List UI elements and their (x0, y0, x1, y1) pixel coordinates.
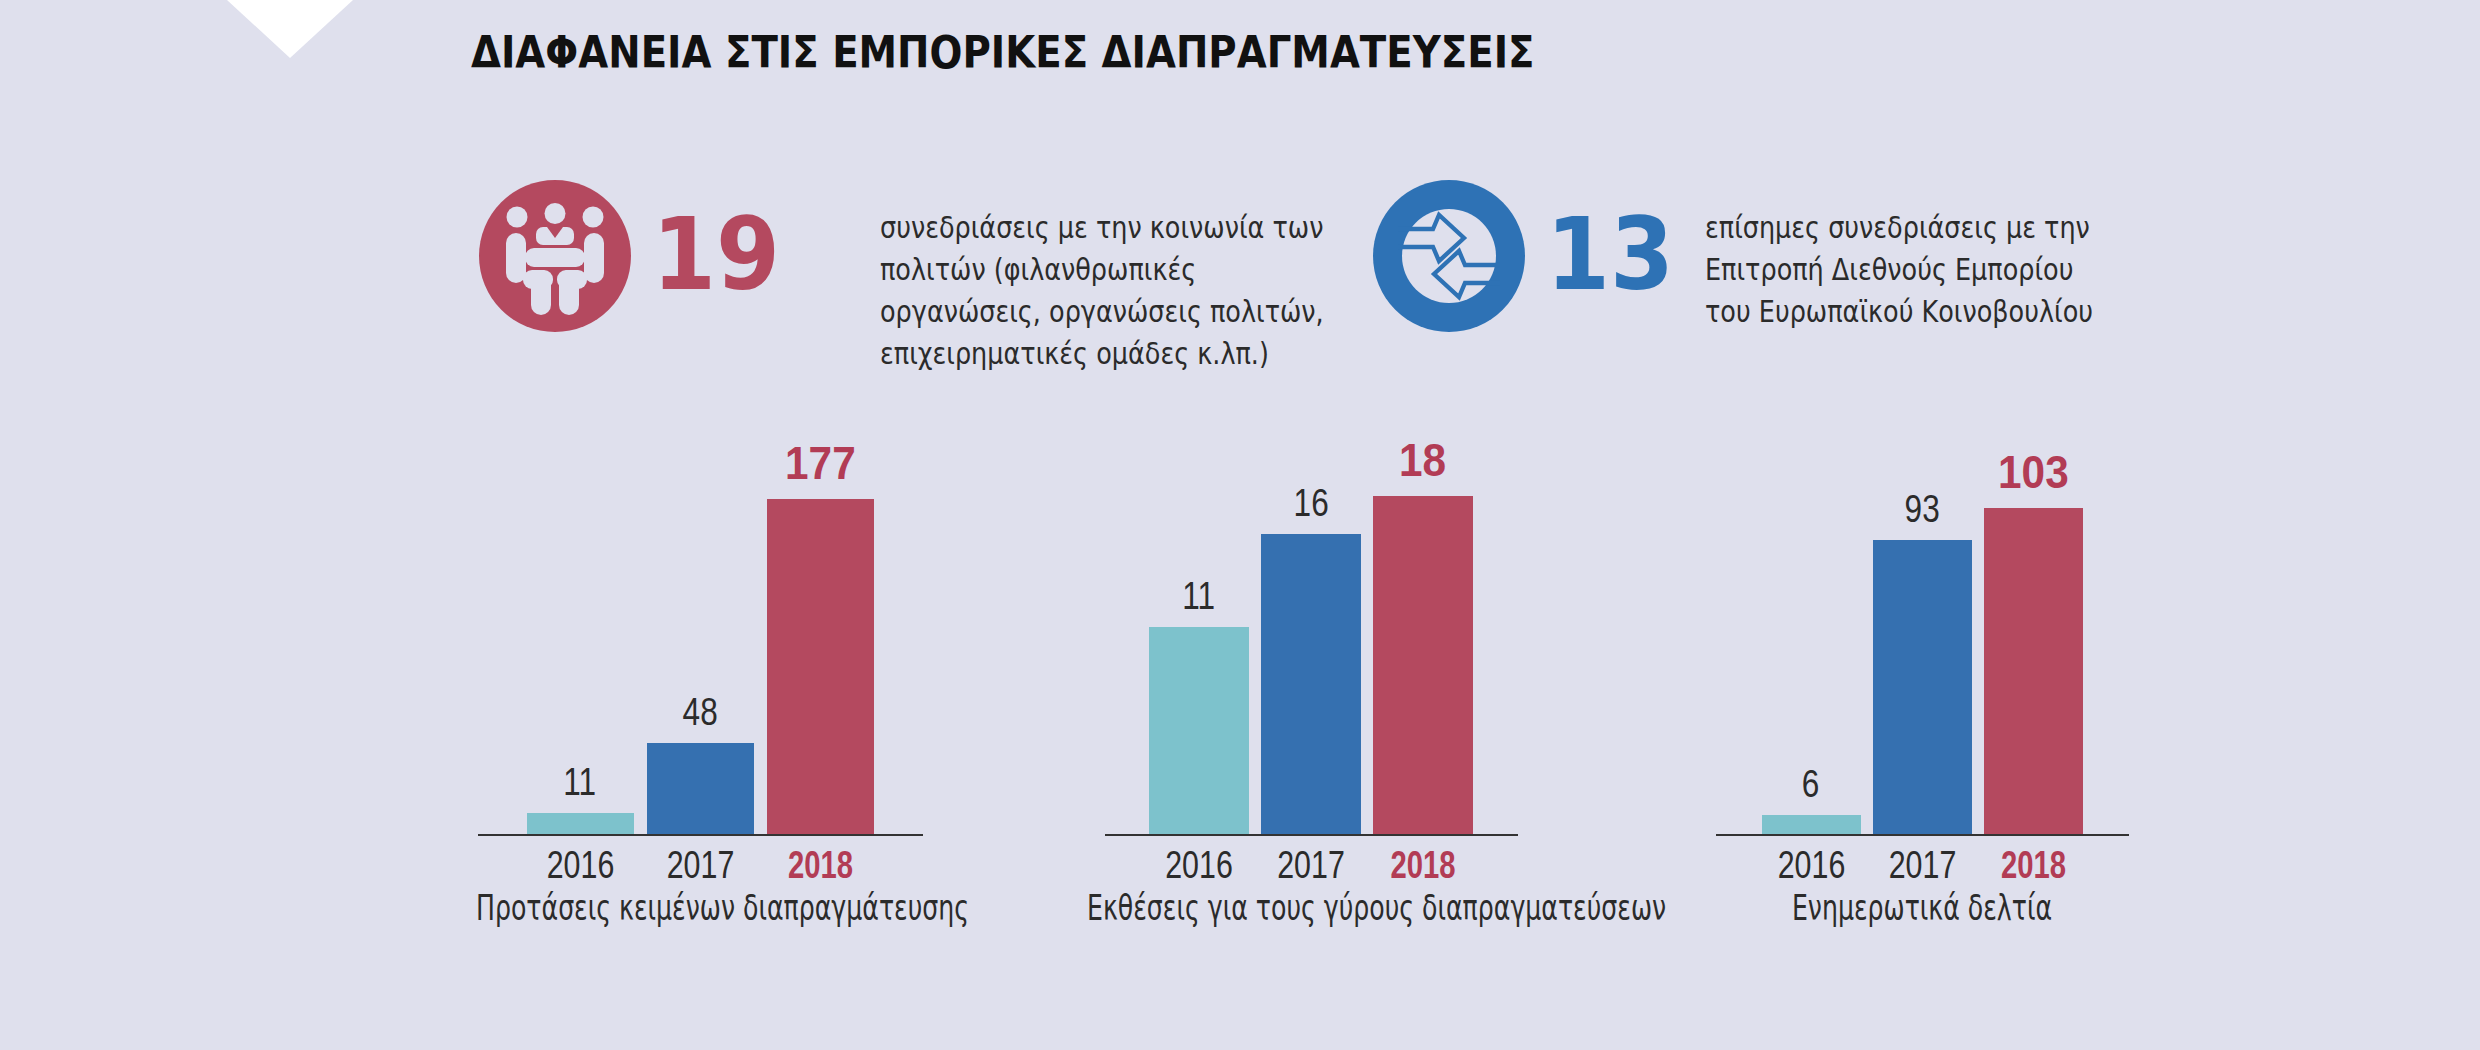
meeting-icon (479, 180, 631, 332)
year-label: 2018 (1995, 844, 2071, 887)
year-label: 2017 (657, 844, 743, 887)
bar-value-label: 93 (1904, 488, 1939, 531)
bar-value-label: 18 (1399, 433, 1446, 487)
stat-description: συνεδριάσεις με την κοινωνία των πολιτών… (880, 207, 1458, 375)
bar (1762, 815, 1861, 834)
bar (527, 813, 634, 834)
bar-column: 16 (1261, 482, 1361, 834)
bar-value-label: 6 (1802, 763, 1820, 806)
chart-caption: Ενημερωτικά δελτία (1698, 887, 2146, 928)
bar-value-label: 177 (785, 436, 856, 490)
year-labels: 2016 2017 2018 (991, 844, 1631, 887)
bar-chart: 6 93 103 2016 2017 2018Ενημερωτικά δελτία (1602, 440, 2242, 928)
page-title: ΔΙΑΦΑΝΕΙΑ ΣΤΙΣ ΕΜΠΟΡΙΚΕΣ ΔΙΑΠΡΑΓΜΑΤΕΥΣΕΙ… (471, 31, 1535, 75)
bar-column: 18 (1373, 433, 1473, 834)
bar-column: 48 (647, 691, 754, 834)
bar-column: 93 (1873, 488, 1972, 834)
bar-chart: 1148177201620172018Προτάσεις κειμένων δι… (380, 440, 1020, 928)
bar-chart: 111618201620172018Εκθέσεις για τους γύρο… (991, 440, 1631, 928)
chart-caption: Εκθέσεις για τους γύρους διαπραγματεύσεω… (1087, 887, 1535, 928)
bar (647, 743, 754, 834)
year-label: 2016 (537, 844, 623, 887)
bar (1984, 508, 2083, 834)
infographic-page: ΔΙΑΦΑΝΕΙΑ ΣΤΙΣ ΕΜΠΟΡΙΚΕΣ ΔΙΑΠΡΑΓΜΑΤΕΥΣΕΙ… (0, 0, 2480, 1050)
bar (1373, 496, 1473, 834)
bar-column: 177 (767, 436, 874, 834)
bar-column: 6 (1762, 763, 1861, 834)
corner-triangle-decoration (227, 0, 353, 58)
year-labels: 2016 2017 2018 (1602, 844, 2242, 887)
bar (1149, 627, 1249, 834)
bar (767, 499, 874, 834)
x-axis-line (1105, 834, 1518, 836)
exchange-icon (1373, 180, 1525, 332)
bar (1873, 540, 1972, 834)
bar (1261, 534, 1361, 834)
stat-value: 19 (652, 205, 780, 305)
chart-plot-area: 111618 (991, 440, 1631, 834)
year-labels: 2016 2017 2018 (380, 844, 1020, 887)
bar-value-label: 16 (1293, 482, 1328, 525)
bar-value-label: 103 (1998, 445, 2069, 499)
bar-column: 103 (1984, 445, 2083, 834)
year-label: 2018 (779, 844, 861, 887)
year-label: 2018 (1385, 844, 1462, 887)
x-axis-line (1716, 834, 2129, 836)
stat-value: 13 (1546, 205, 1674, 305)
chart-caption: Προτάσεις κειμένων διαπραγμάτευσης (476, 887, 924, 928)
x-axis-line (478, 834, 923, 836)
bar-column: 11 (527, 761, 634, 834)
stat-description: επίσημες συνεδριάσεις με την Επιτροπή Δι… (1705, 207, 2283, 333)
bar-value-label: 48 (682, 691, 717, 734)
chart-plot-area: 1148177 (380, 440, 1020, 834)
year-label: 2016 (1159, 844, 1239, 887)
bar-column: 11 (1149, 575, 1249, 834)
bar-value-label: 11 (1183, 575, 1216, 618)
year-label: 2017 (1271, 844, 1351, 887)
year-label: 2017 (1882, 844, 1961, 887)
year-label: 2016 (1771, 844, 1850, 887)
chart-plot-area: 6 93 103 (1602, 440, 2242, 834)
bar-value-label: 11 (564, 761, 597, 804)
